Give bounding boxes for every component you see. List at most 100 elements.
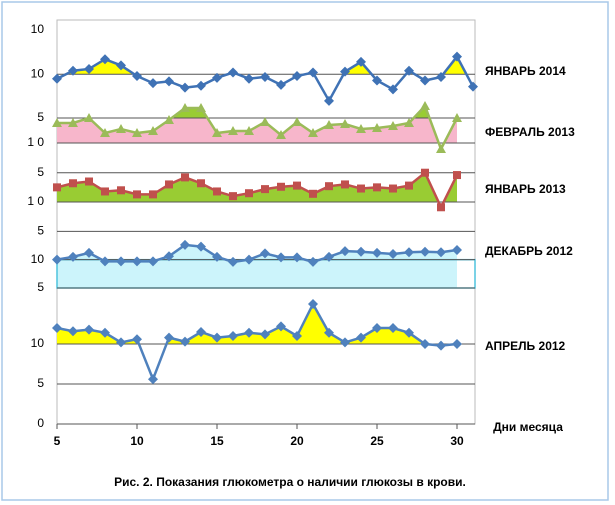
- marker: [324, 95, 334, 106]
- marker: [148, 374, 158, 385]
- marker: [244, 254, 254, 265]
- marker: [308, 299, 318, 309]
- marker: [84, 324, 94, 335]
- x-axis-label: Дни месяца: [493, 420, 563, 434]
- y-tick-label: 5: [37, 280, 44, 294]
- x-tick-label: 15: [210, 434, 224, 448]
- marker: [356, 56, 366, 67]
- marker: [340, 337, 350, 348]
- marker: [84, 63, 94, 74]
- x-tick-label: 10: [130, 434, 144, 448]
- marker: [356, 246, 366, 257]
- marker: [212, 72, 222, 83]
- marker: [180, 336, 190, 347]
- marker: [420, 101, 430, 110]
- marker: [213, 187, 221, 196]
- marker: [468, 81, 478, 92]
- marker: [100, 327, 110, 338]
- marker: [292, 252, 302, 263]
- marker: [180, 239, 190, 250]
- marker: [340, 119, 350, 128]
- marker: [228, 67, 238, 78]
- marker: [452, 51, 462, 62]
- marker: [196, 80, 206, 91]
- marker: [117, 186, 125, 195]
- marker: [196, 241, 206, 252]
- marker: [244, 327, 254, 338]
- marker: [260, 248, 270, 259]
- marker: [116, 337, 126, 348]
- marker: [436, 247, 446, 258]
- marker: [324, 327, 334, 338]
- marker: [388, 249, 398, 259]
- marker: [164, 332, 174, 343]
- marker: [260, 71, 270, 82]
- marker: [325, 182, 333, 191]
- marker: [388, 84, 398, 95]
- marker: [436, 71, 446, 82]
- marker: [245, 189, 253, 198]
- marker: [149, 190, 157, 199]
- marker: [132, 334, 142, 345]
- marker: [292, 117, 302, 126]
- marker: [85, 177, 93, 186]
- x-tick-label: 20: [290, 434, 304, 448]
- series-label: ФЕВРАЛЬ 2013: [485, 125, 575, 139]
- marker: [292, 331, 302, 341]
- x-tick-label: 25: [370, 434, 384, 448]
- marker: [261, 185, 269, 194]
- marker: [276, 252, 286, 263]
- marker: [404, 327, 414, 338]
- marker: [372, 123, 382, 132]
- marker: [68, 326, 78, 337]
- marker: [228, 331, 238, 341]
- series-label: ДЕКАБРЬ 2012: [485, 244, 573, 258]
- marker: [229, 192, 237, 201]
- marker: [116, 124, 126, 133]
- marker: [133, 190, 141, 199]
- marker: [260, 117, 270, 126]
- y-tick-label: 10: [31, 66, 45, 80]
- marker: [356, 124, 366, 133]
- marker: [340, 66, 350, 77]
- marker: [452, 339, 462, 349]
- marker: [52, 73, 62, 84]
- marker: [100, 54, 110, 65]
- marker: [69, 179, 77, 188]
- marker: [165, 180, 173, 189]
- marker: [372, 323, 382, 333]
- marker: [453, 171, 461, 180]
- marker: [84, 247, 94, 258]
- marker: [356, 332, 366, 343]
- y-tick-label: 5: [37, 224, 44, 238]
- marker: [52, 323, 62, 333]
- marker: [212, 332, 222, 343]
- marker: [148, 126, 158, 135]
- marker: [52, 254, 62, 265]
- marker: [437, 203, 445, 212]
- marker: [53, 183, 61, 192]
- marker: [420, 75, 430, 86]
- marker: [180, 103, 190, 112]
- y-tick-label: 10: [31, 22, 45, 36]
- marker: [420, 339, 430, 349]
- marker: [84, 113, 94, 122]
- marker: [196, 103, 206, 112]
- series-label: ЯНВАРЬ 2014: [485, 64, 566, 78]
- marker: [100, 128, 110, 137]
- marker: [68, 118, 78, 127]
- marker: [68, 251, 78, 262]
- marker: [100, 256, 110, 267]
- marker: [308, 256, 318, 267]
- marker: [421, 168, 429, 177]
- marker: [132, 71, 142, 82]
- y-tick-label: 10: [31, 252, 45, 266]
- marker: [420, 246, 430, 257]
- marker: [372, 75, 382, 86]
- marker: [196, 327, 206, 337]
- marker: [341, 180, 349, 189]
- marker: [197, 179, 205, 188]
- marker: [292, 71, 302, 82]
- marker: [228, 126, 238, 135]
